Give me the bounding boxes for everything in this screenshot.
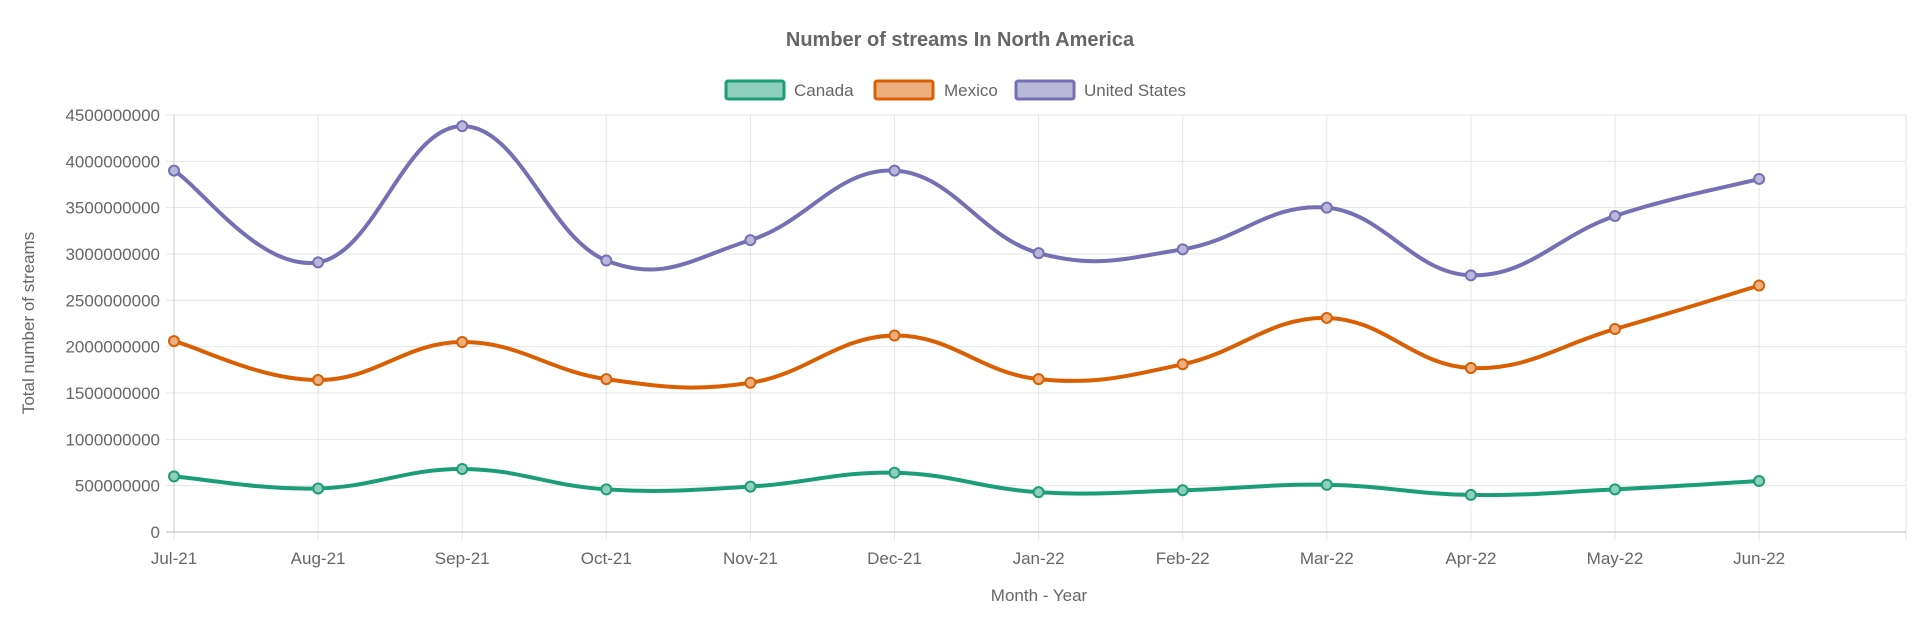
data-point-mexico — [744, 376, 757, 389]
y-tick-label: 2000000000 — [65, 338, 160, 357]
series-line-united-states — [172, 124, 1760, 278]
x-tick-label: Feb-22 — [1156, 549, 1210, 568]
legend-label-united-states[interactable]: United States — [1084, 81, 1186, 100]
data-point-united-states — [312, 256, 325, 269]
data-point-mexico — [1753, 279, 1766, 292]
data-point-canada — [168, 470, 180, 483]
y-tick-label: 3500000000 — [65, 199, 160, 218]
y-tick-label: 0 — [151, 523, 160, 542]
legend-swatch-mexico[interactable] — [873, 79, 935, 101]
legend-label-mexico[interactable]: Mexico — [944, 81, 998, 100]
x-tick-label: Apr-22 — [1445, 549, 1496, 568]
y-tick-label: 4500000000 — [65, 106, 160, 125]
data-point-canada — [1320, 478, 1333, 491]
data-point-mexico — [1032, 373, 1045, 386]
legend-swatch-united-states[interactable] — [1014, 79, 1076, 101]
data-point-united-states — [1464, 269, 1477, 282]
x-tick-label: Jan-22 — [1013, 549, 1065, 568]
data-point-united-states — [600, 254, 613, 267]
data-point-canada — [744, 480, 757, 493]
legend: Canada Mexico United States — [724, 79, 1186, 101]
legend-label-canada[interactable]: Canada — [794, 81, 854, 100]
y-axis-title: Total number of streams — [19, 232, 38, 414]
data-point-united-states — [1176, 243, 1189, 256]
data-point-canada — [312, 482, 325, 495]
data-point-mexico — [1609, 323, 1621, 336]
y-tick-label: 1500000000 — [65, 384, 160, 403]
data-point-united-states — [888, 164, 901, 177]
x-tick-label: Jun-22 — [1733, 549, 1785, 568]
data-point-canada — [1176, 484, 1189, 497]
series-line-mexico — [173, 283, 1760, 390]
x-tick-label: Jul-21 — [151, 549, 197, 568]
data-point-mexico — [1464, 361, 1477, 374]
grid-lines — [166, 114, 1907, 540]
x-tick-label: Mar-22 — [1300, 549, 1354, 568]
y-tick-label: 3000000000 — [65, 245, 160, 264]
y-tick-label: 500000000 — [75, 477, 160, 496]
data-point-canada — [456, 462, 469, 475]
data-point-mexico — [168, 335, 180, 348]
data-point-canada — [1032, 486, 1045, 499]
series-lines — [168, 120, 1766, 501]
data-point-united-states — [1320, 201, 1333, 214]
chart-title: Number of streams In North America — [786, 29, 1135, 51]
x-axis-title: Month - Year — [991, 586, 1088, 605]
legend-swatch-canada[interactable] — [724, 79, 786, 101]
data-point-canada — [600, 483, 613, 496]
data-point-mexico — [600, 373, 613, 386]
x-tick-label: May-22 — [1587, 549, 1644, 568]
data-point-mexico — [1176, 358, 1189, 371]
y-tick-label: 2500000000 — [65, 291, 160, 310]
data-point-mexico — [312, 374, 325, 387]
data-point-mexico — [888, 329, 901, 342]
data-point-canada — [1609, 483, 1621, 496]
y-tick-label: 1000000000 — [65, 430, 160, 449]
data-point-united-states — [456, 120, 469, 133]
x-tick-label: Oct-21 — [581, 549, 632, 568]
y-tick-label: 4000000000 — [65, 152, 160, 171]
data-point-united-states — [1609, 210, 1621, 223]
series-line-canada — [173, 466, 1760, 498]
data-point-mexico — [456, 336, 469, 349]
x-tick-label: Sep-21 — [435, 549, 490, 568]
data-point-united-states — [1753, 172, 1766, 185]
x-tick-label: Aug-21 — [291, 549, 346, 568]
data-point-united-states — [1032, 247, 1045, 260]
x-tick-label: Nov-21 — [723, 549, 778, 568]
axes: 0 500000000 1000000000 1500000000 2000000000… — [65, 106, 1906, 568]
data-point-canada — [888, 466, 901, 479]
data-point-united-states — [744, 234, 757, 247]
x-tick-label: Dec-21 — [867, 549, 922, 568]
data-point-mexico — [1320, 311, 1333, 324]
data-point-canada — [1464, 488, 1477, 501]
data-point-canada — [1753, 475, 1766, 488]
data-point-united-states — [168, 164, 180, 177]
